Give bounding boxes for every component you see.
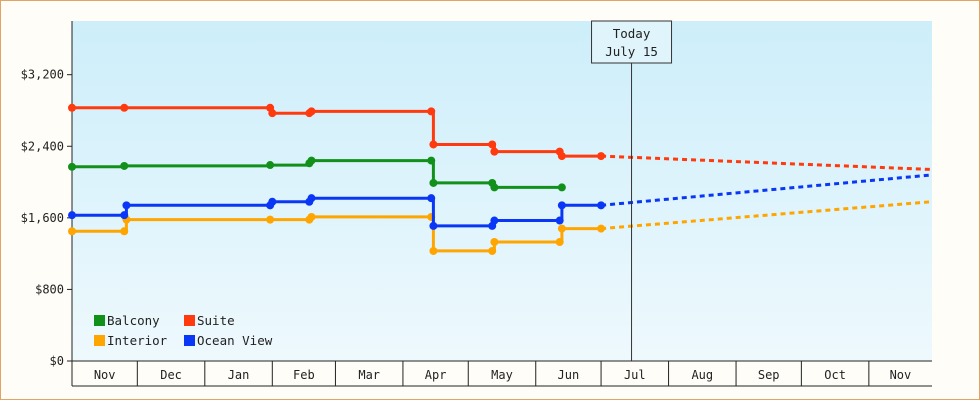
data-point-balcony: [427, 156, 436, 165]
y-tick-label: $800: [35, 282, 64, 296]
y-tick-label: $1,600: [21, 211, 64, 225]
x-tick-label: Jul: [624, 368, 646, 382]
data-point-interior: [68, 227, 76, 236]
data-point-interior: [488, 246, 497, 255]
x-tick-label: Nov: [94, 368, 116, 382]
data-point-balcony: [307, 156, 316, 165]
x-tick-label: Aug: [691, 368, 713, 382]
data-point-interior: [490, 238, 499, 246]
y-tick-label: $3,200: [21, 68, 64, 82]
data-point-balcony: [490, 183, 499, 192]
data-point-ocean-view: [597, 201, 606, 210]
data-point-ocean-view: [307, 194, 316, 203]
legend-swatch-balcony: [94, 315, 105, 326]
data-point-ocean-view: [120, 211, 129, 220]
plot-background: [72, 21, 932, 361]
data-point-ocean-view: [429, 221, 438, 230]
x-tick-label: Apr: [425, 368, 447, 382]
x-tick-label: Jun: [558, 368, 580, 382]
series-line-ocean-view: [72, 196, 602, 228]
data-point-interior: [120, 227, 129, 236]
data-point-interior: [557, 224, 566, 233]
data-point-suite: [427, 107, 436, 116]
data-point-balcony: [429, 178, 438, 187]
data-point-interior: [429, 246, 438, 255]
x-tick-label: Nov: [890, 368, 912, 382]
x-tick-label: Jan: [228, 368, 250, 382]
data-point-ocean-view: [555, 216, 564, 225]
data-point-ocean-view: [268, 197, 277, 206]
forecast-line-suite: [601, 154, 933, 171]
data-point-suite: [490, 147, 499, 156]
today-callout: [591, 20, 673, 64]
data-point-balcony: [68, 162, 76, 171]
data-point-suite: [307, 107, 316, 116]
data-point-interior: [555, 238, 564, 246]
x-tick-label: Mar: [358, 368, 380, 382]
data-point-ocean-view: [68, 211, 76, 220]
data-point-suite: [557, 152, 566, 161]
x-tick-label: Oct: [824, 368, 846, 382]
data-point-suite: [429, 140, 438, 149]
data-point-suite: [488, 140, 497, 149]
data-point-interior: [307, 212, 316, 221]
legend-label-balcony: Balcony: [107, 313, 160, 328]
data-point-balcony: [120, 161, 129, 170]
legend-swatch-suite: [184, 315, 195, 326]
data-point-ocean-view: [490, 216, 499, 225]
y-tick-label: $2,400: [21, 139, 64, 153]
x-tick-label: May: [491, 368, 513, 382]
data-point-interior: [266, 215, 275, 224]
legend-label-ocean-view: Ocean View: [197, 333, 273, 348]
legend-swatch-ocean-view: [184, 335, 195, 346]
data-point-balcony: [266, 161, 275, 170]
data-point-suite: [597, 152, 606, 161]
x-tick-label: Dec: [160, 368, 182, 382]
data-point-ocean-view: [427, 194, 436, 203]
y-tick-label: $0: [50, 354, 64, 368]
data-point-suite: [268, 109, 277, 118]
forecast-line-interior: [600, 200, 933, 231]
data-point-interior: [597, 224, 606, 233]
data-point-balcony: [557, 183, 566, 192]
x-tick-label: Feb: [293, 368, 315, 382]
data-point-ocean-view: [122, 201, 131, 210]
legend-label-interior: Interior: [107, 333, 168, 348]
today-label: Today: [613, 26, 651, 41]
forecast-line-ocean-view: [600, 173, 933, 207]
legend-label-suite: Suite: [197, 313, 235, 328]
x-tick-label: Sep: [758, 368, 780, 382]
data-point-ocean-view: [557, 201, 566, 210]
data-point-suite: [120, 103, 129, 112]
legend-swatch-interior: [94, 335, 105, 346]
today-date: July 15: [605, 44, 658, 59]
data-point-suite: [68, 103, 76, 112]
